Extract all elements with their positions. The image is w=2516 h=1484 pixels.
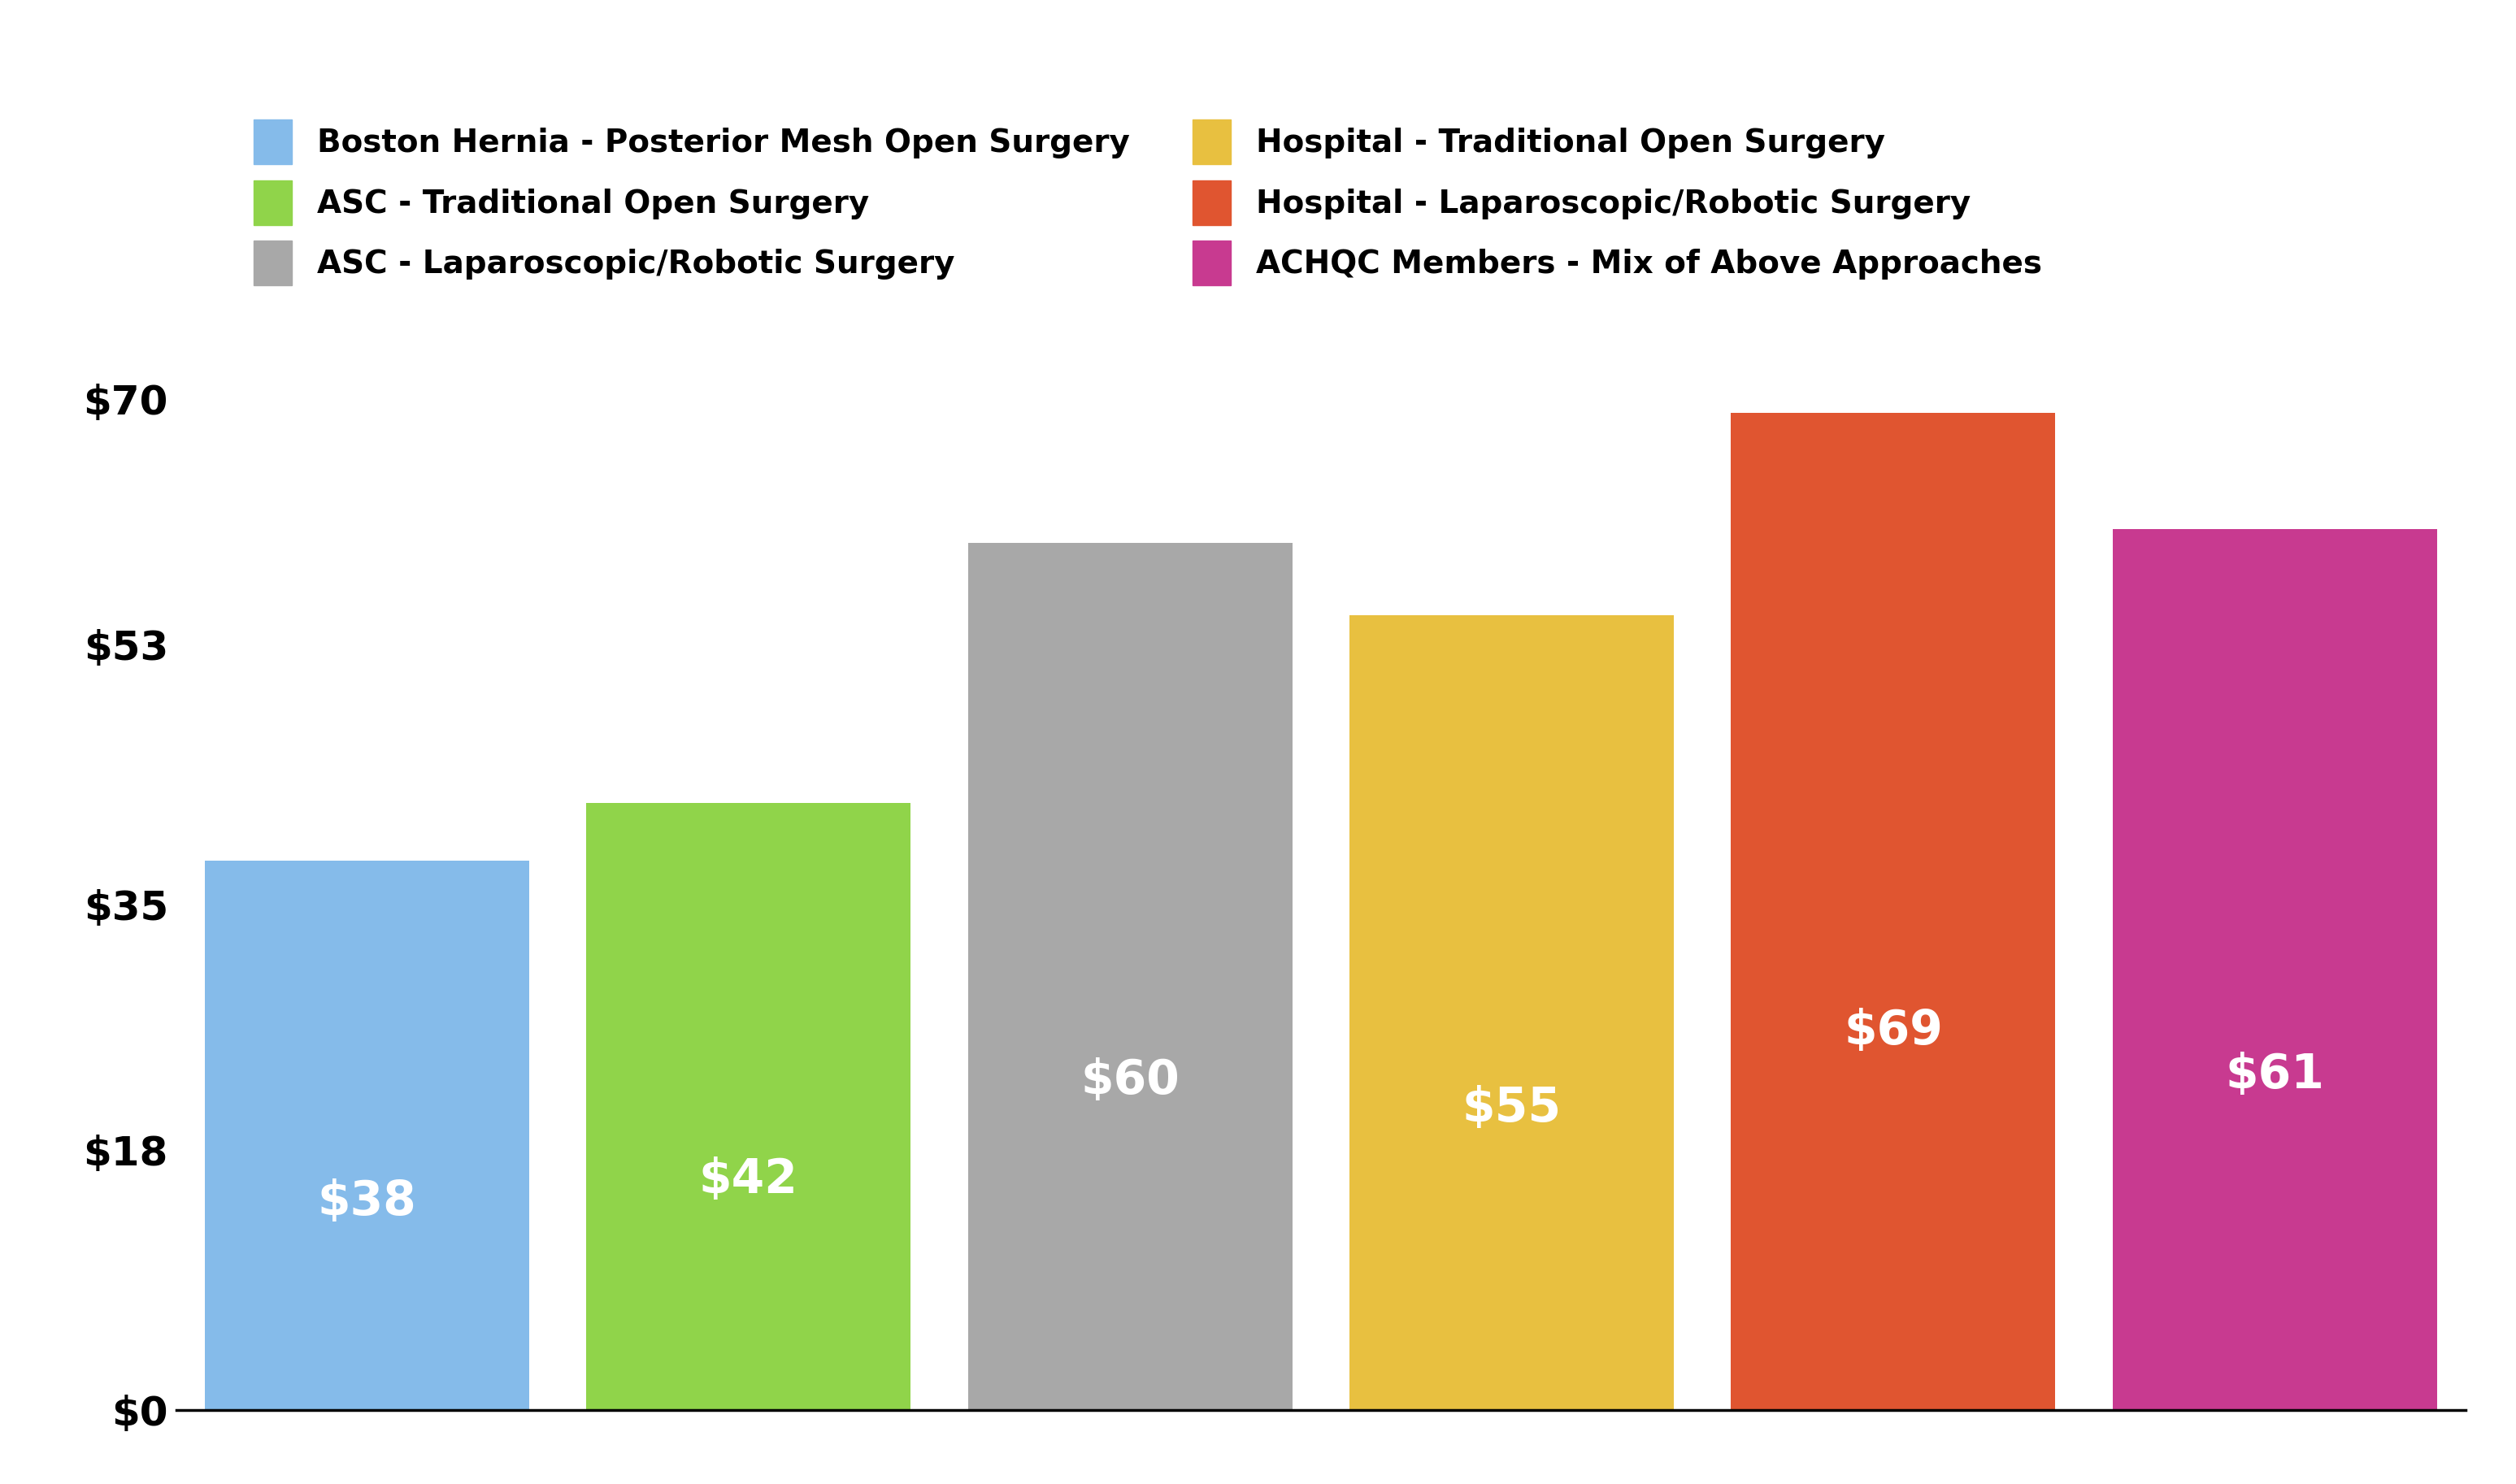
Text: $55: $55 — [1462, 1085, 1562, 1131]
Bar — [2113, 528, 2438, 1410]
Legend: Boston Hernia - Posterior Mesh Open Surgery, ASC - Traditional Open Surgery, ASC: Boston Hernia - Posterior Mesh Open Surg… — [237, 104, 2058, 301]
Text: $60: $60 — [1079, 1057, 1180, 1104]
Bar — [1731, 413, 2056, 1410]
Text: $61: $61 — [2224, 1052, 2325, 1098]
Bar — [1349, 616, 1673, 1410]
Bar — [204, 861, 528, 1410]
Text: $69: $69 — [1844, 1008, 1942, 1054]
Text: $38: $38 — [317, 1178, 418, 1224]
Bar — [586, 803, 911, 1410]
Text: $42: $42 — [699, 1156, 798, 1202]
Bar — [969, 543, 1293, 1410]
